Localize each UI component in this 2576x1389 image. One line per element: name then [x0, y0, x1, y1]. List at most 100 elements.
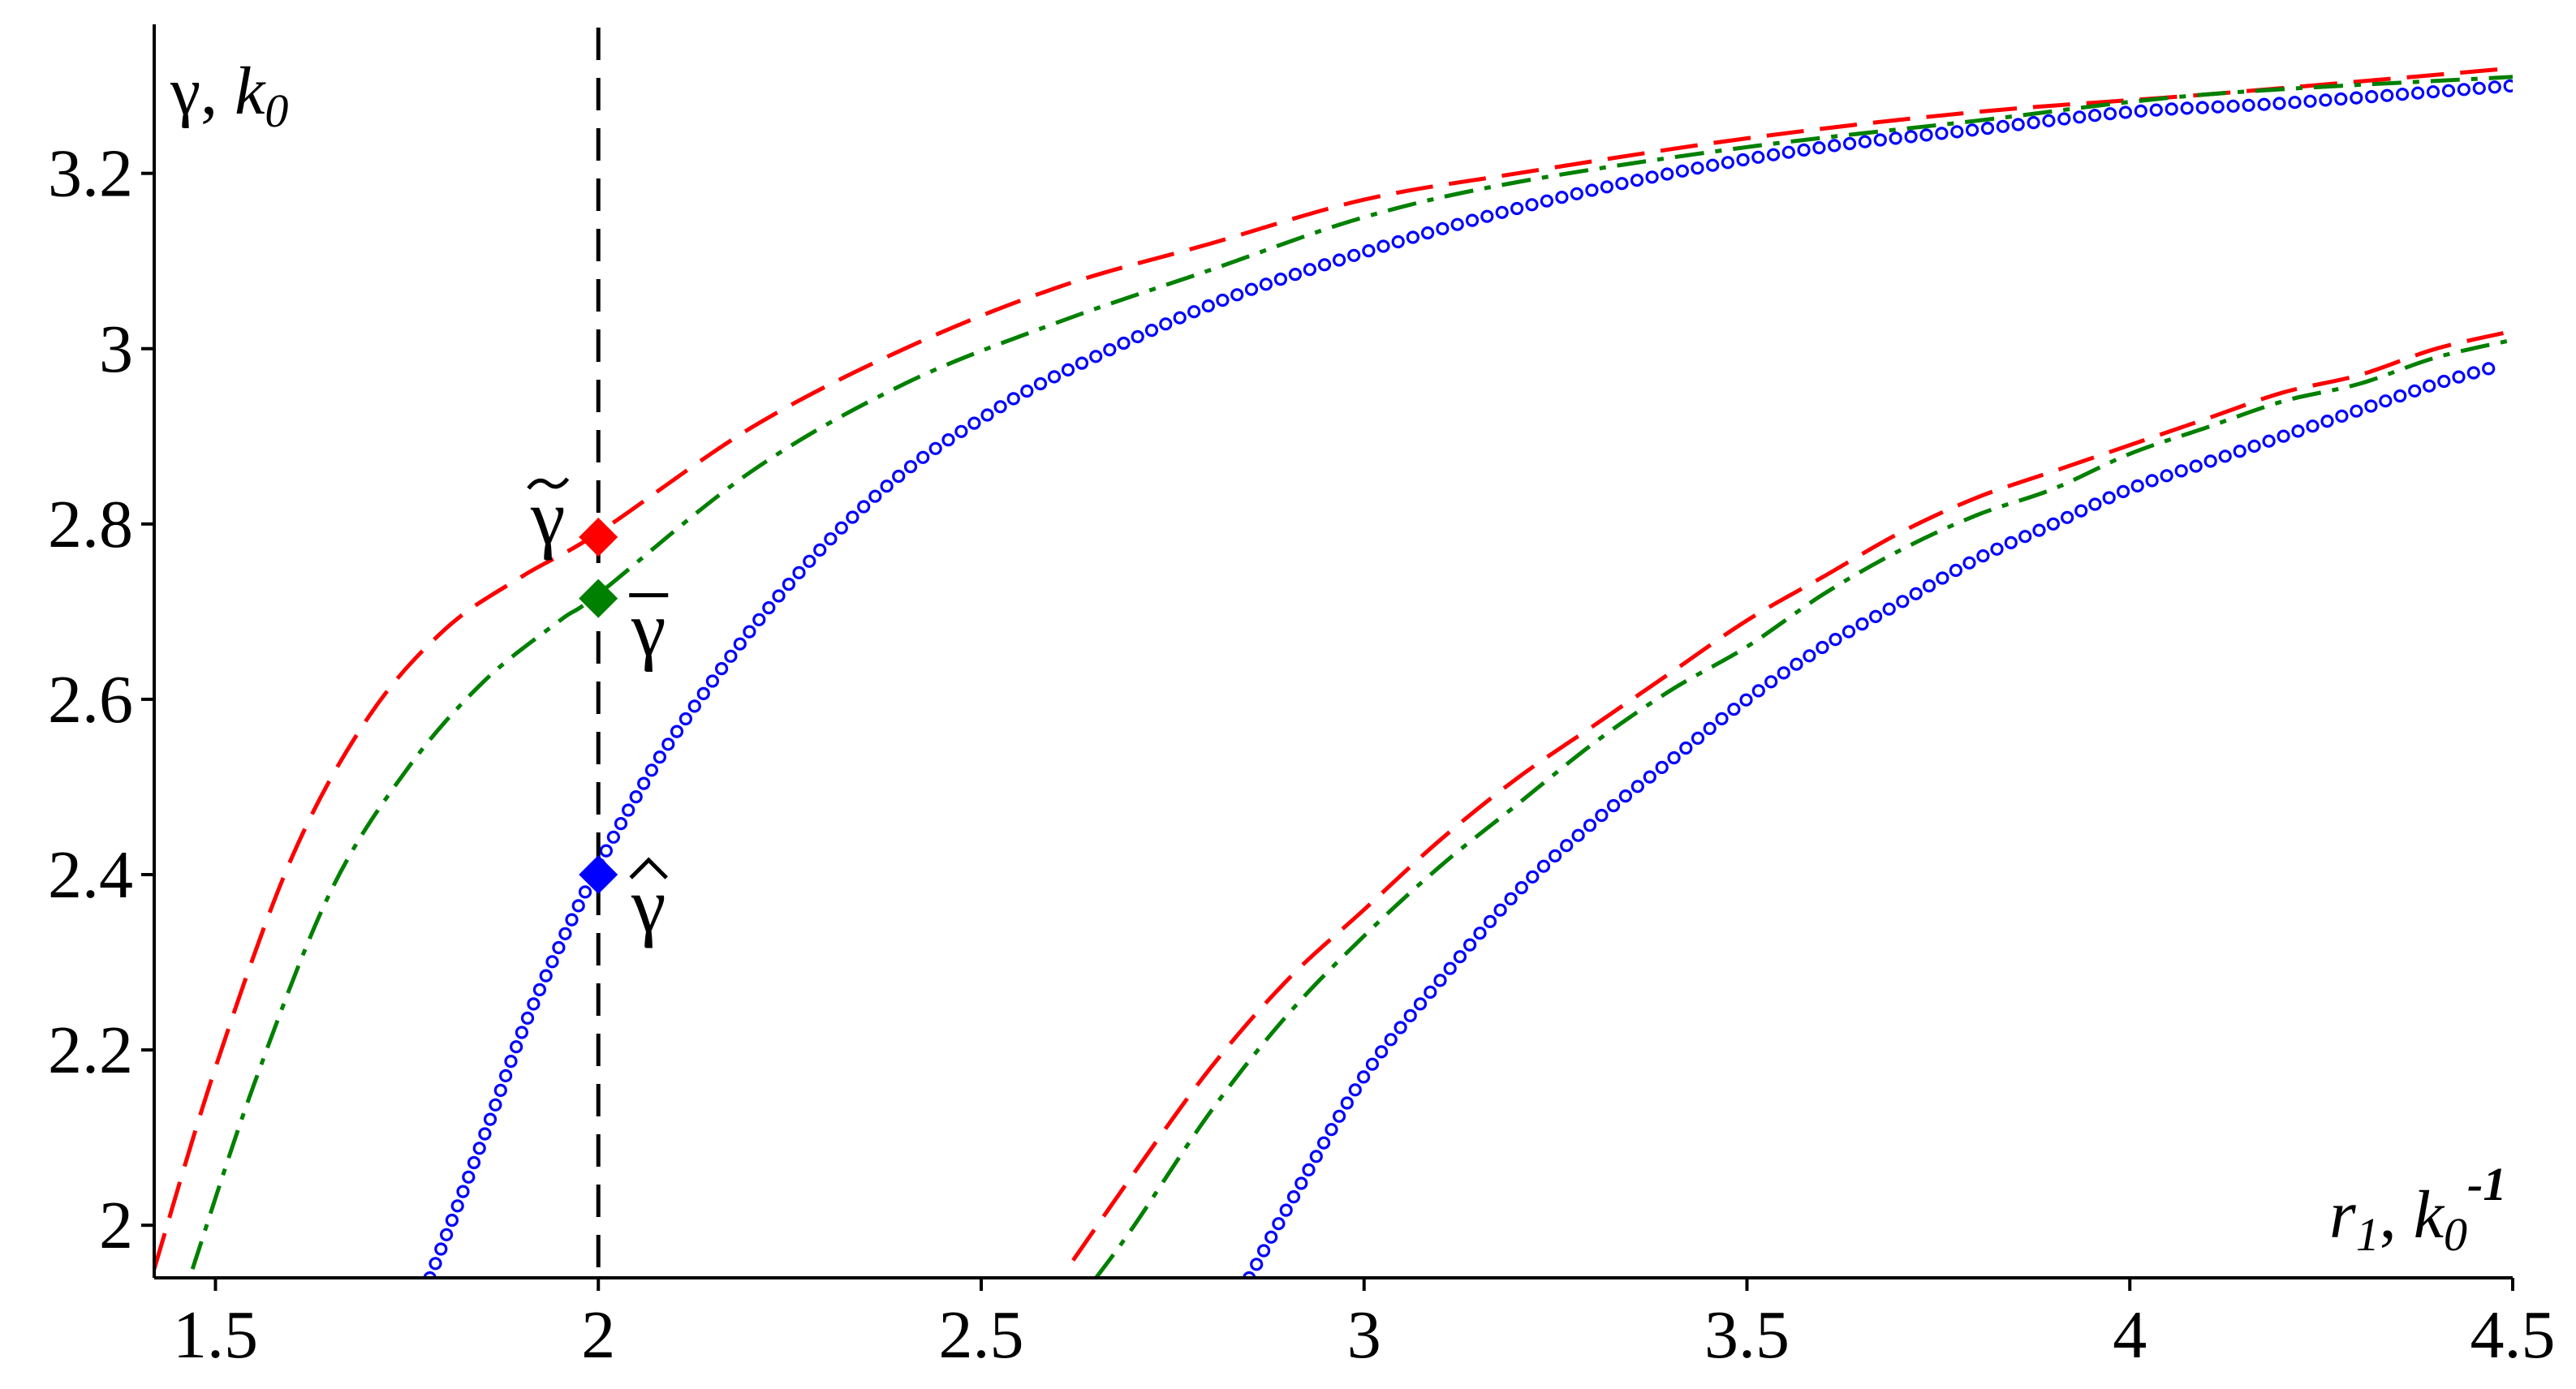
series-point — [1727, 703, 1741, 716]
series-point — [1443, 961, 1457, 975]
series-point — [1259, 277, 1273, 291]
series-point — [2226, 99, 2240, 113]
series-point — [2189, 459, 2203, 473]
series-point — [733, 637, 747, 651]
series-circles-5 — [1243, 362, 2496, 1278]
series-point — [571, 899, 585, 913]
series-point — [2350, 404, 2363, 418]
series-point — [429, 1257, 442, 1271]
series-point — [1715, 712, 1729, 726]
series-point — [1600, 180, 1614, 194]
series-point — [1230, 288, 1244, 302]
series-point — [1413, 997, 1428, 1011]
series-point — [813, 543, 827, 557]
series-point — [1483, 914, 1497, 929]
series-point — [467, 1155, 481, 1170]
series-point — [1279, 1203, 1293, 1217]
series-point — [565, 913, 579, 927]
series-point — [2408, 384, 2422, 398]
series-point — [2004, 535, 2018, 550]
series-point — [644, 763, 659, 777]
series-point — [1256, 1244, 1271, 1258]
x-axis-title: r1, k0-1 — [2329, 1158, 2506, 1261]
series-point — [2441, 84, 2456, 97]
series-point — [2291, 424, 2305, 438]
series-point — [1391, 234, 1405, 249]
series-point — [1201, 299, 1215, 313]
series-point — [954, 424, 968, 438]
series-point — [498, 1069, 513, 1083]
series-point — [714, 661, 729, 676]
series-point — [1309, 1150, 1323, 1163]
y-axis-title: γ, k0 — [170, 54, 288, 137]
series-point — [1739, 693, 1753, 707]
series-point — [2103, 107, 2117, 121]
series-point — [1643, 770, 1656, 784]
series-point — [1655, 760, 1669, 775]
series-point — [1842, 625, 1856, 639]
series-point — [1450, 217, 1464, 231]
series-point — [578, 885, 592, 899]
series-point — [1216, 293, 1230, 307]
series-point — [1855, 617, 1869, 631]
series-point — [2452, 370, 2466, 384]
series-point — [1950, 125, 1964, 139]
series-point — [1332, 1109, 1346, 1123]
marker-label: γ — [530, 474, 565, 561]
series-point — [1332, 253, 1346, 267]
series-point — [1376, 239, 1390, 253]
series-point — [916, 450, 930, 464]
axes: 1.5 2 2.5 3 3.5 4 4.5 2 2.2 2.4 2.6 2.8 3 3.2 — [48, 24, 2556, 1373]
series-point — [527, 997, 541, 1011]
series-point — [462, 1170, 476, 1184]
series-point — [2247, 439, 2261, 454]
series-point — [1585, 183, 1599, 197]
series-point — [1990, 542, 2004, 556]
series-point — [1777, 666, 1790, 680]
series-point — [1273, 273, 1288, 286]
series-point — [1675, 164, 1689, 178]
x-tick-label: 3.5 — [1704, 1297, 1790, 1373]
series-point — [1514, 880, 1528, 895]
series-point — [762, 600, 776, 615]
series-point — [941, 432, 955, 447]
series-point — [1919, 128, 1933, 142]
series-point — [2472, 81, 2486, 95]
series-point — [1020, 384, 1034, 398]
series-point — [520, 1011, 535, 1026]
series-point — [1103, 343, 1117, 357]
series-point — [752, 613, 766, 626]
series-point — [1384, 1033, 1398, 1047]
series-point — [1347, 248, 1361, 262]
series-point — [2380, 88, 2394, 102]
series-point — [1781, 145, 1795, 159]
series-point — [1843, 136, 1857, 151]
series-point — [622, 803, 635, 817]
series-point — [2073, 110, 2087, 124]
y-tick-label: 3 — [99, 312, 133, 387]
series-point — [1075, 356, 1089, 370]
marker-label: γ — [631, 862, 666, 948]
series-point — [2503, 79, 2513, 92]
x-tick-label: 2 — [581, 1297, 615, 1373]
series-point — [661, 738, 675, 751]
series-point — [1882, 602, 1896, 616]
series-point — [803, 554, 816, 568]
series-point — [868, 489, 882, 503]
series-point — [2149, 103, 2163, 117]
series-line-0 — [154, 66, 2513, 1270]
series-point — [1089, 350, 1103, 363]
marker-label: γ — [631, 586, 666, 673]
series-point — [483, 1112, 498, 1126]
series-point — [892, 469, 906, 484]
series-point — [472, 1142, 486, 1155]
series-point — [2032, 523, 2046, 537]
series-point — [1922, 578, 1936, 593]
series-layer — [154, 66, 2513, 1278]
series-point — [670, 725, 684, 738]
series-point — [1159, 317, 1173, 331]
marker-layer: γγγ — [527, 474, 669, 948]
series-point — [1803, 649, 1816, 663]
series-point — [1493, 903, 1507, 917]
